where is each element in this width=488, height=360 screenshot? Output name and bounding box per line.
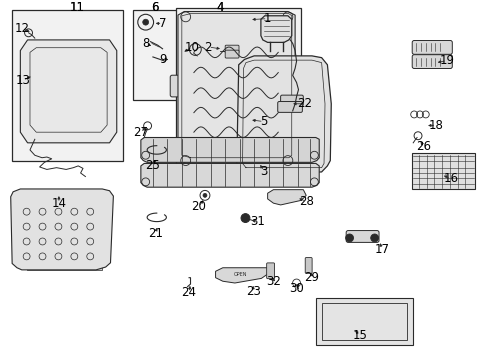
Text: 6: 6	[151, 1, 159, 14]
Text: 11: 11	[69, 1, 84, 14]
Text: 13: 13	[15, 74, 30, 87]
Polygon shape	[236, 56, 330, 175]
Text: 29: 29	[304, 271, 319, 284]
Text: 32: 32	[265, 275, 280, 288]
Text: 4: 4	[216, 1, 224, 14]
Bar	[26, 265, 102, 270]
Text: 21: 21	[147, 227, 163, 240]
Text: 4: 4	[216, 1, 224, 14]
Text: 28: 28	[298, 195, 313, 208]
FancyBboxPatch shape	[346, 230, 378, 242]
Circle shape	[203, 193, 206, 197]
Text: OPEN: OPEN	[233, 272, 247, 276]
Bar	[176, 8, 301, 168]
Polygon shape	[215, 268, 268, 283]
Text: 1: 1	[264, 12, 271, 25]
Text: 26: 26	[415, 140, 430, 153]
Text: 24: 24	[181, 286, 196, 299]
FancyBboxPatch shape	[266, 263, 274, 279]
Text: 6: 6	[151, 1, 159, 14]
FancyBboxPatch shape	[225, 50, 239, 58]
Text: 2: 2	[204, 41, 212, 54]
Text: 9: 9	[159, 53, 166, 66]
Polygon shape	[267, 190, 305, 205]
Circle shape	[241, 213, 249, 222]
FancyBboxPatch shape	[170, 75, 203, 97]
Bar	[12, 10, 123, 161]
Text: 11: 11	[69, 1, 84, 14]
Polygon shape	[261, 16, 291, 42]
Text: 30: 30	[288, 282, 304, 295]
Text: 18: 18	[428, 118, 443, 132]
Text: 25: 25	[145, 159, 160, 172]
Polygon shape	[141, 163, 319, 187]
Bar	[321, 303, 407, 340]
Bar	[315, 298, 412, 345]
Text: 7: 7	[159, 17, 166, 31]
Polygon shape	[20, 40, 117, 143]
Circle shape	[370, 234, 378, 242]
Text: 12: 12	[14, 22, 29, 35]
FancyBboxPatch shape	[411, 55, 451, 68]
Text: 8: 8	[142, 37, 149, 50]
Text: 20: 20	[191, 200, 206, 213]
Circle shape	[345, 234, 353, 242]
Text: 27: 27	[133, 126, 148, 139]
Polygon shape	[11, 189, 113, 270]
Text: 3: 3	[260, 165, 267, 178]
Text: 22: 22	[297, 97, 312, 110]
FancyBboxPatch shape	[225, 45, 239, 53]
Text: 14: 14	[51, 197, 66, 210]
FancyBboxPatch shape	[411, 41, 451, 54]
Text: 31: 31	[250, 215, 265, 228]
Text: 5: 5	[260, 115, 267, 128]
Text: 19: 19	[439, 54, 453, 67]
Text: 16: 16	[443, 172, 457, 185]
FancyBboxPatch shape	[280, 95, 303, 106]
FancyBboxPatch shape	[305, 257, 311, 273]
Text: 23: 23	[245, 285, 260, 298]
Bar	[411, 153, 474, 189]
Polygon shape	[141, 138, 319, 162]
Text: 10: 10	[184, 41, 200, 54]
Circle shape	[142, 19, 148, 25]
Text: 15: 15	[352, 329, 367, 342]
FancyBboxPatch shape	[277, 102, 302, 112]
Text: 17: 17	[374, 243, 388, 256]
Polygon shape	[178, 12, 295, 165]
Bar	[132, 10, 205, 100]
